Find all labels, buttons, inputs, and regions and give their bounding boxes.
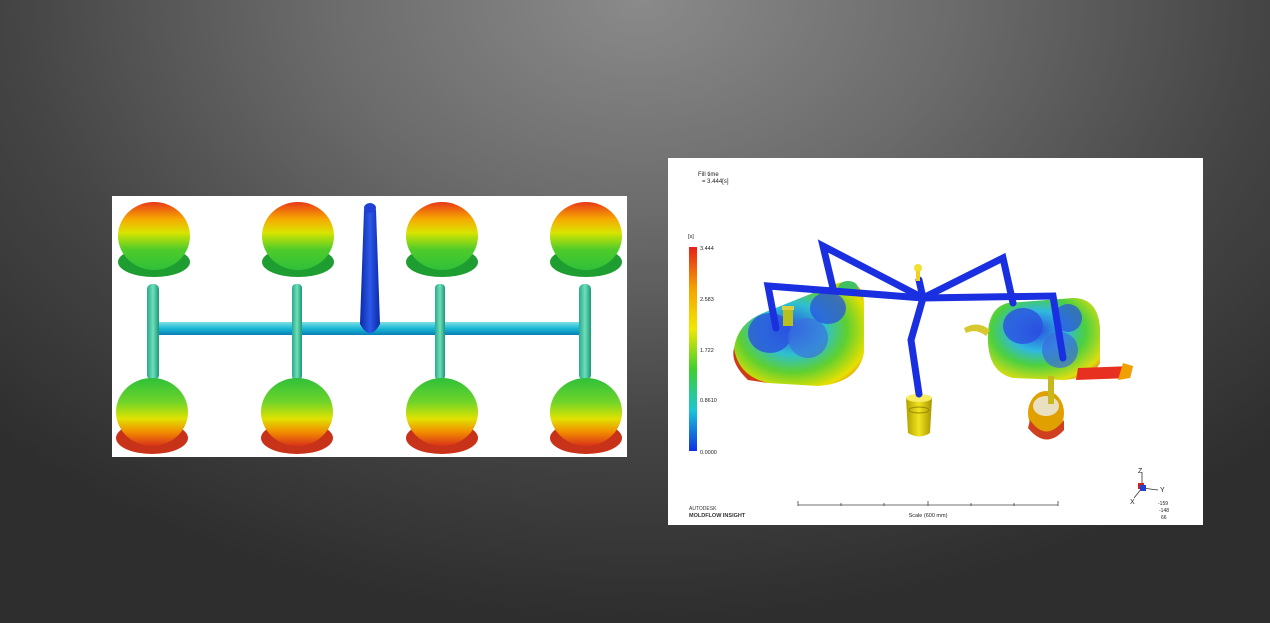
- sprue: [360, 203, 380, 333]
- axis-z-label: Z: [1138, 468, 1143, 475]
- moldflow-viewport: Fill time = 3.444[s] [s] 3.444 2.583 1.7…: [688, 172, 1169, 521]
- runner-drop-3: [435, 284, 445, 380]
- legend-unit: [s]: [688, 234, 694, 240]
- legend-tick-4: 0.8610: [700, 398, 717, 404]
- runner-system: [763, 239, 1067, 398]
- scale-bar: [797, 501, 1059, 506]
- legend-color-bar: [689, 247, 697, 451]
- cavity-top-4: [550, 202, 622, 277]
- legend-tick-3: 1.722: [700, 348, 714, 354]
- legend-tick-max: 3.444: [700, 246, 714, 252]
- axis-readout-1: -159: [1158, 501, 1168, 507]
- part-right-tank: [964, 298, 1133, 440]
- legend-tick-2: 2.583: [700, 297, 714, 303]
- part-left-tank: [733, 281, 864, 386]
- runner-simulation-left-panel: [112, 196, 627, 457]
- runner-drop-2: [292, 284, 302, 380]
- sprue-injection-point: [914, 264, 922, 281]
- axis-y-label: Y: [1160, 487, 1165, 494]
- runner-drop-4: [579, 284, 591, 380]
- scale-label: Scale (600 mm): [909, 513, 948, 519]
- axis-triad: Z Y X -159 -148 66: [1130, 468, 1169, 521]
- result-title: Fill time: [698, 172, 719, 178]
- part-center-cup: [906, 394, 932, 437]
- axis-x-label: X: [1130, 499, 1135, 506]
- cavity-top-2: [262, 202, 334, 277]
- runner-drop-1: [147, 284, 159, 380]
- cavity-top-3: [406, 202, 478, 277]
- cavity-bottom-1: [116, 378, 188, 454]
- axis-readout-2: -148: [1159, 508, 1169, 514]
- axis-readout-3: 66: [1161, 515, 1167, 521]
- brand-autodesk: AUTODESK: [689, 506, 717, 512]
- brand-moldflow-insight: MOLDFLOW INSIGHT: [689, 513, 746, 519]
- legend-tick-min: 0.0000: [700, 450, 717, 456]
- moldflow-result-right-panel: Fill time = 3.444[s] [s] 3.444 2.583 1.7…: [668, 158, 1203, 525]
- cavity-bottom-4: [550, 378, 622, 454]
- cavity-bottom-3: [406, 378, 478, 454]
- eight-cavity-fill-render: [116, 202, 622, 454]
- cavity-top-1: [118, 202, 190, 277]
- cavity-bottom-2: [261, 378, 333, 454]
- result-value: = 3.444[s]: [702, 179, 729, 185]
- color-legend: [s] 3.444 2.583 1.722 0.8610 0.0000: [688, 234, 717, 456]
